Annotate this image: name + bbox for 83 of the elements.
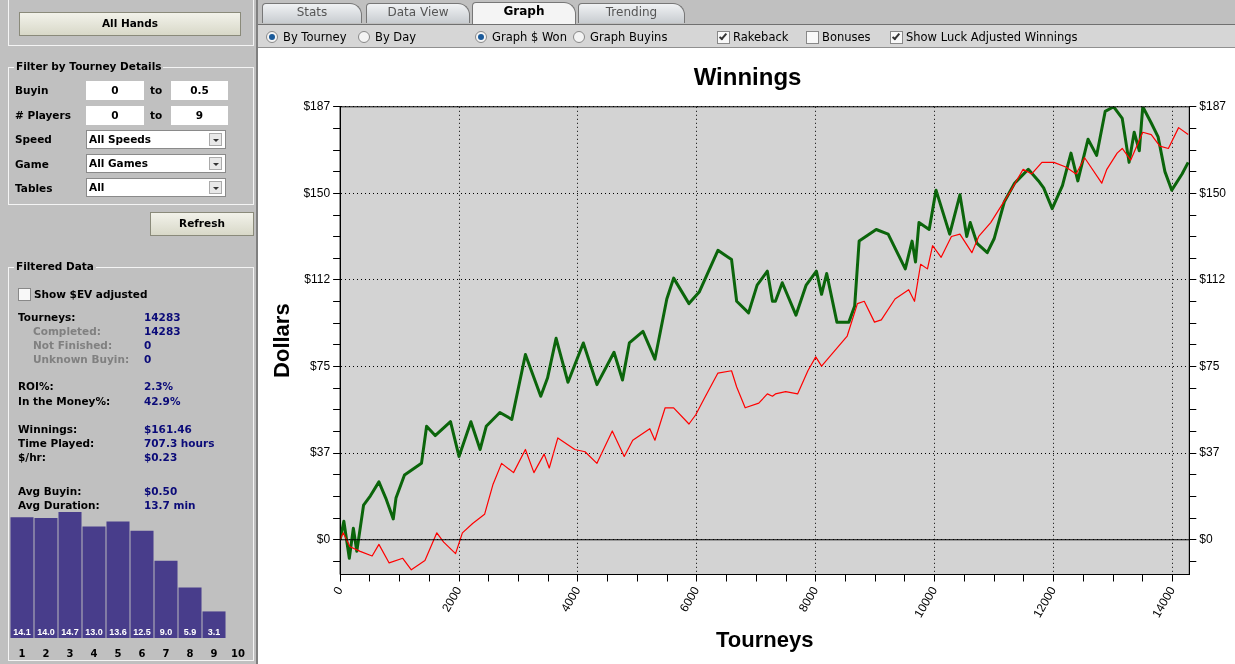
text: Show $EV adjusted — [34, 288, 148, 301]
x-tick-label: 9 — [210, 647, 218, 659]
x-tick-label: 10 — [231, 647, 245, 659]
x-tick-label: 4 — [90, 647, 98, 659]
data-label: 13.0 — [85, 626, 103, 637]
x-tick-label: 0 — [330, 583, 346, 598]
text: Refresh — [178, 217, 226, 230]
y2-tick-label: $37 — [1199, 445, 1220, 460]
text: Game — [15, 158, 49, 171]
text: 2.3% — [144, 380, 174, 393]
x-tick-label: 2 — [42, 647, 50, 659]
data-label: 14.7 — [61, 626, 79, 637]
text: 13.7 min — [144, 499, 196, 512]
text: 0 — [144, 339, 152, 352]
text: Completed: — [33, 325, 101, 338]
text: Speed — [15, 133, 52, 146]
text: Stats — [295, 5, 329, 19]
text: 42.9% — [144, 395, 181, 408]
x-tick-label: 7 — [162, 647, 170, 659]
x-tick-label: 1 — [18, 647, 26, 659]
text: All — [89, 181, 105, 194]
text: Show Luck Adjusted Winnings — [906, 30, 1078, 44]
text: Avg Duration: — [18, 499, 100, 512]
x-tick-label: 5 — [114, 647, 122, 659]
data-label: 14.1 — [13, 626, 31, 637]
y2-tick-label: $112 — [1199, 272, 1226, 287]
text: By Day — [375, 30, 417, 44]
text: 14283 — [144, 311, 181, 324]
y-axis-title: Dollars — [269, 303, 295, 378]
text: All Hands — [100, 17, 160, 30]
text: All Speeds — [89, 133, 152, 146]
x-tick-label: 8 — [186, 647, 194, 659]
text: Time Played: — [18, 437, 95, 450]
text: All Games — [89, 157, 148, 170]
y-tick-label: $150 — [303, 185, 331, 200]
data-label: 13.6 — [109, 626, 127, 637]
text: In the Money%: — [18, 395, 111, 408]
text: Buyin — [15, 84, 49, 97]
text: Rakeback — [733, 30, 789, 44]
y2-tick-label: $187 — [1199, 99, 1227, 114]
data-label: 9.0 — [159, 626, 173, 637]
text: Graph Buyins — [590, 30, 668, 44]
text: Bonuses — [822, 30, 871, 44]
text: $0.50 — [144, 485, 178, 498]
text: $/hr: — [18, 451, 46, 464]
text: $0.23 — [144, 451, 178, 464]
text: Tables — [15, 182, 53, 195]
text: $161.46 — [144, 423, 192, 436]
y2-tick-label: $0 — [1199, 532, 1213, 547]
x-axis-title: Tourneys — [716, 626, 814, 652]
text: Filter by Tourney Details — [14, 60, 164, 73]
text: to — [150, 109, 163, 122]
y-tick-label: $75 — [310, 358, 331, 373]
text: Avg Buyin: — [18, 485, 82, 498]
x-tick-label: 6 — [138, 647, 146, 659]
data-label: 5.9 — [183, 626, 197, 637]
y2-tick-label: $75 — [1199, 358, 1220, 373]
text: Graph $ Won — [492, 30, 567, 44]
text: Tourneys: — [18, 311, 76, 324]
text: 0 — [144, 353, 152, 366]
data-label: 12.5 — [133, 626, 151, 637]
y-tick-label: $187 — [303, 99, 331, 114]
text: Unknown Buyin: — [33, 353, 130, 366]
text: ROI%: — [18, 380, 54, 393]
text: to — [150, 84, 163, 97]
text: Not Finished: — [33, 339, 113, 352]
text: Winnings: — [18, 423, 78, 436]
data-label: 14.0 — [37, 626, 55, 637]
text: Filtered Data — [14, 260, 96, 273]
text: Graph — [502, 4, 546, 18]
chart-title: Winnings — [693, 63, 802, 91]
text: Data View — [386, 5, 450, 19]
y-tick-label: $37 — [310, 445, 331, 460]
text: 707.3 hours — [144, 437, 215, 450]
text: 14283 — [144, 325, 181, 338]
y2-tick-label: $150 — [1199, 185, 1227, 200]
text: Trending — [604, 5, 659, 19]
y-tick-label: $112 — [304, 272, 331, 287]
x-tick-label: 3 — [66, 647, 74, 659]
text: # Players — [15, 109, 71, 122]
y-tick-label: $0 — [316, 532, 331, 547]
text: By Tourney — [283, 30, 347, 44]
data-label: 3.1 — [207, 626, 221, 637]
